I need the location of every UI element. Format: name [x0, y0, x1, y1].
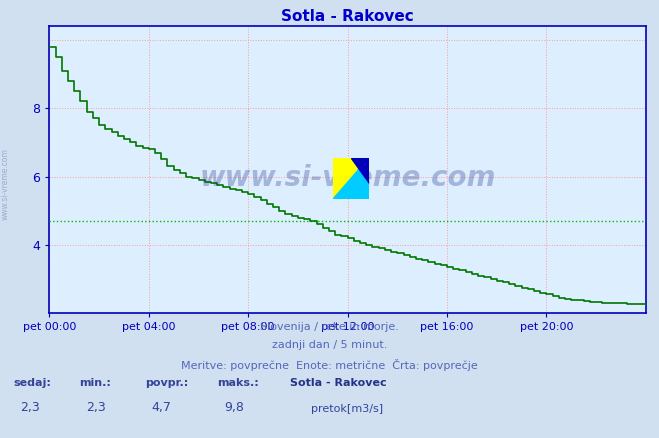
Text: 9,8: 9,8	[224, 401, 244, 414]
Text: www.si-vreme.com: www.si-vreme.com	[1, 148, 10, 220]
Title: Sotla - Rakovec: Sotla - Rakovec	[281, 9, 414, 24]
Text: 2,3: 2,3	[20, 401, 40, 414]
Text: 2,3: 2,3	[86, 401, 105, 414]
Polygon shape	[333, 158, 369, 199]
Text: Sotla - Rakovec: Sotla - Rakovec	[290, 378, 387, 388]
Text: 4,7: 4,7	[152, 401, 171, 414]
Text: sedaj:: sedaj:	[13, 378, 51, 388]
Text: maks.:: maks.:	[217, 378, 259, 388]
Text: www.si-vreme.com: www.si-vreme.com	[200, 164, 496, 192]
Polygon shape	[351, 158, 369, 183]
Text: pretok[m3/s]: pretok[m3/s]	[311, 404, 383, 414]
Text: Meritve: povprečne  Enote: metrične  Črta: povprečje: Meritve: povprečne Enote: metrične Črta:…	[181, 359, 478, 371]
Polygon shape	[333, 158, 369, 199]
Text: povpr.:: povpr.:	[145, 378, 188, 388]
Text: Slovenija / reke in morje.: Slovenija / reke in morje.	[260, 322, 399, 332]
Text: min.:: min.:	[79, 378, 111, 388]
Text: zadnji dan / 5 minut.: zadnji dan / 5 minut.	[272, 340, 387, 350]
